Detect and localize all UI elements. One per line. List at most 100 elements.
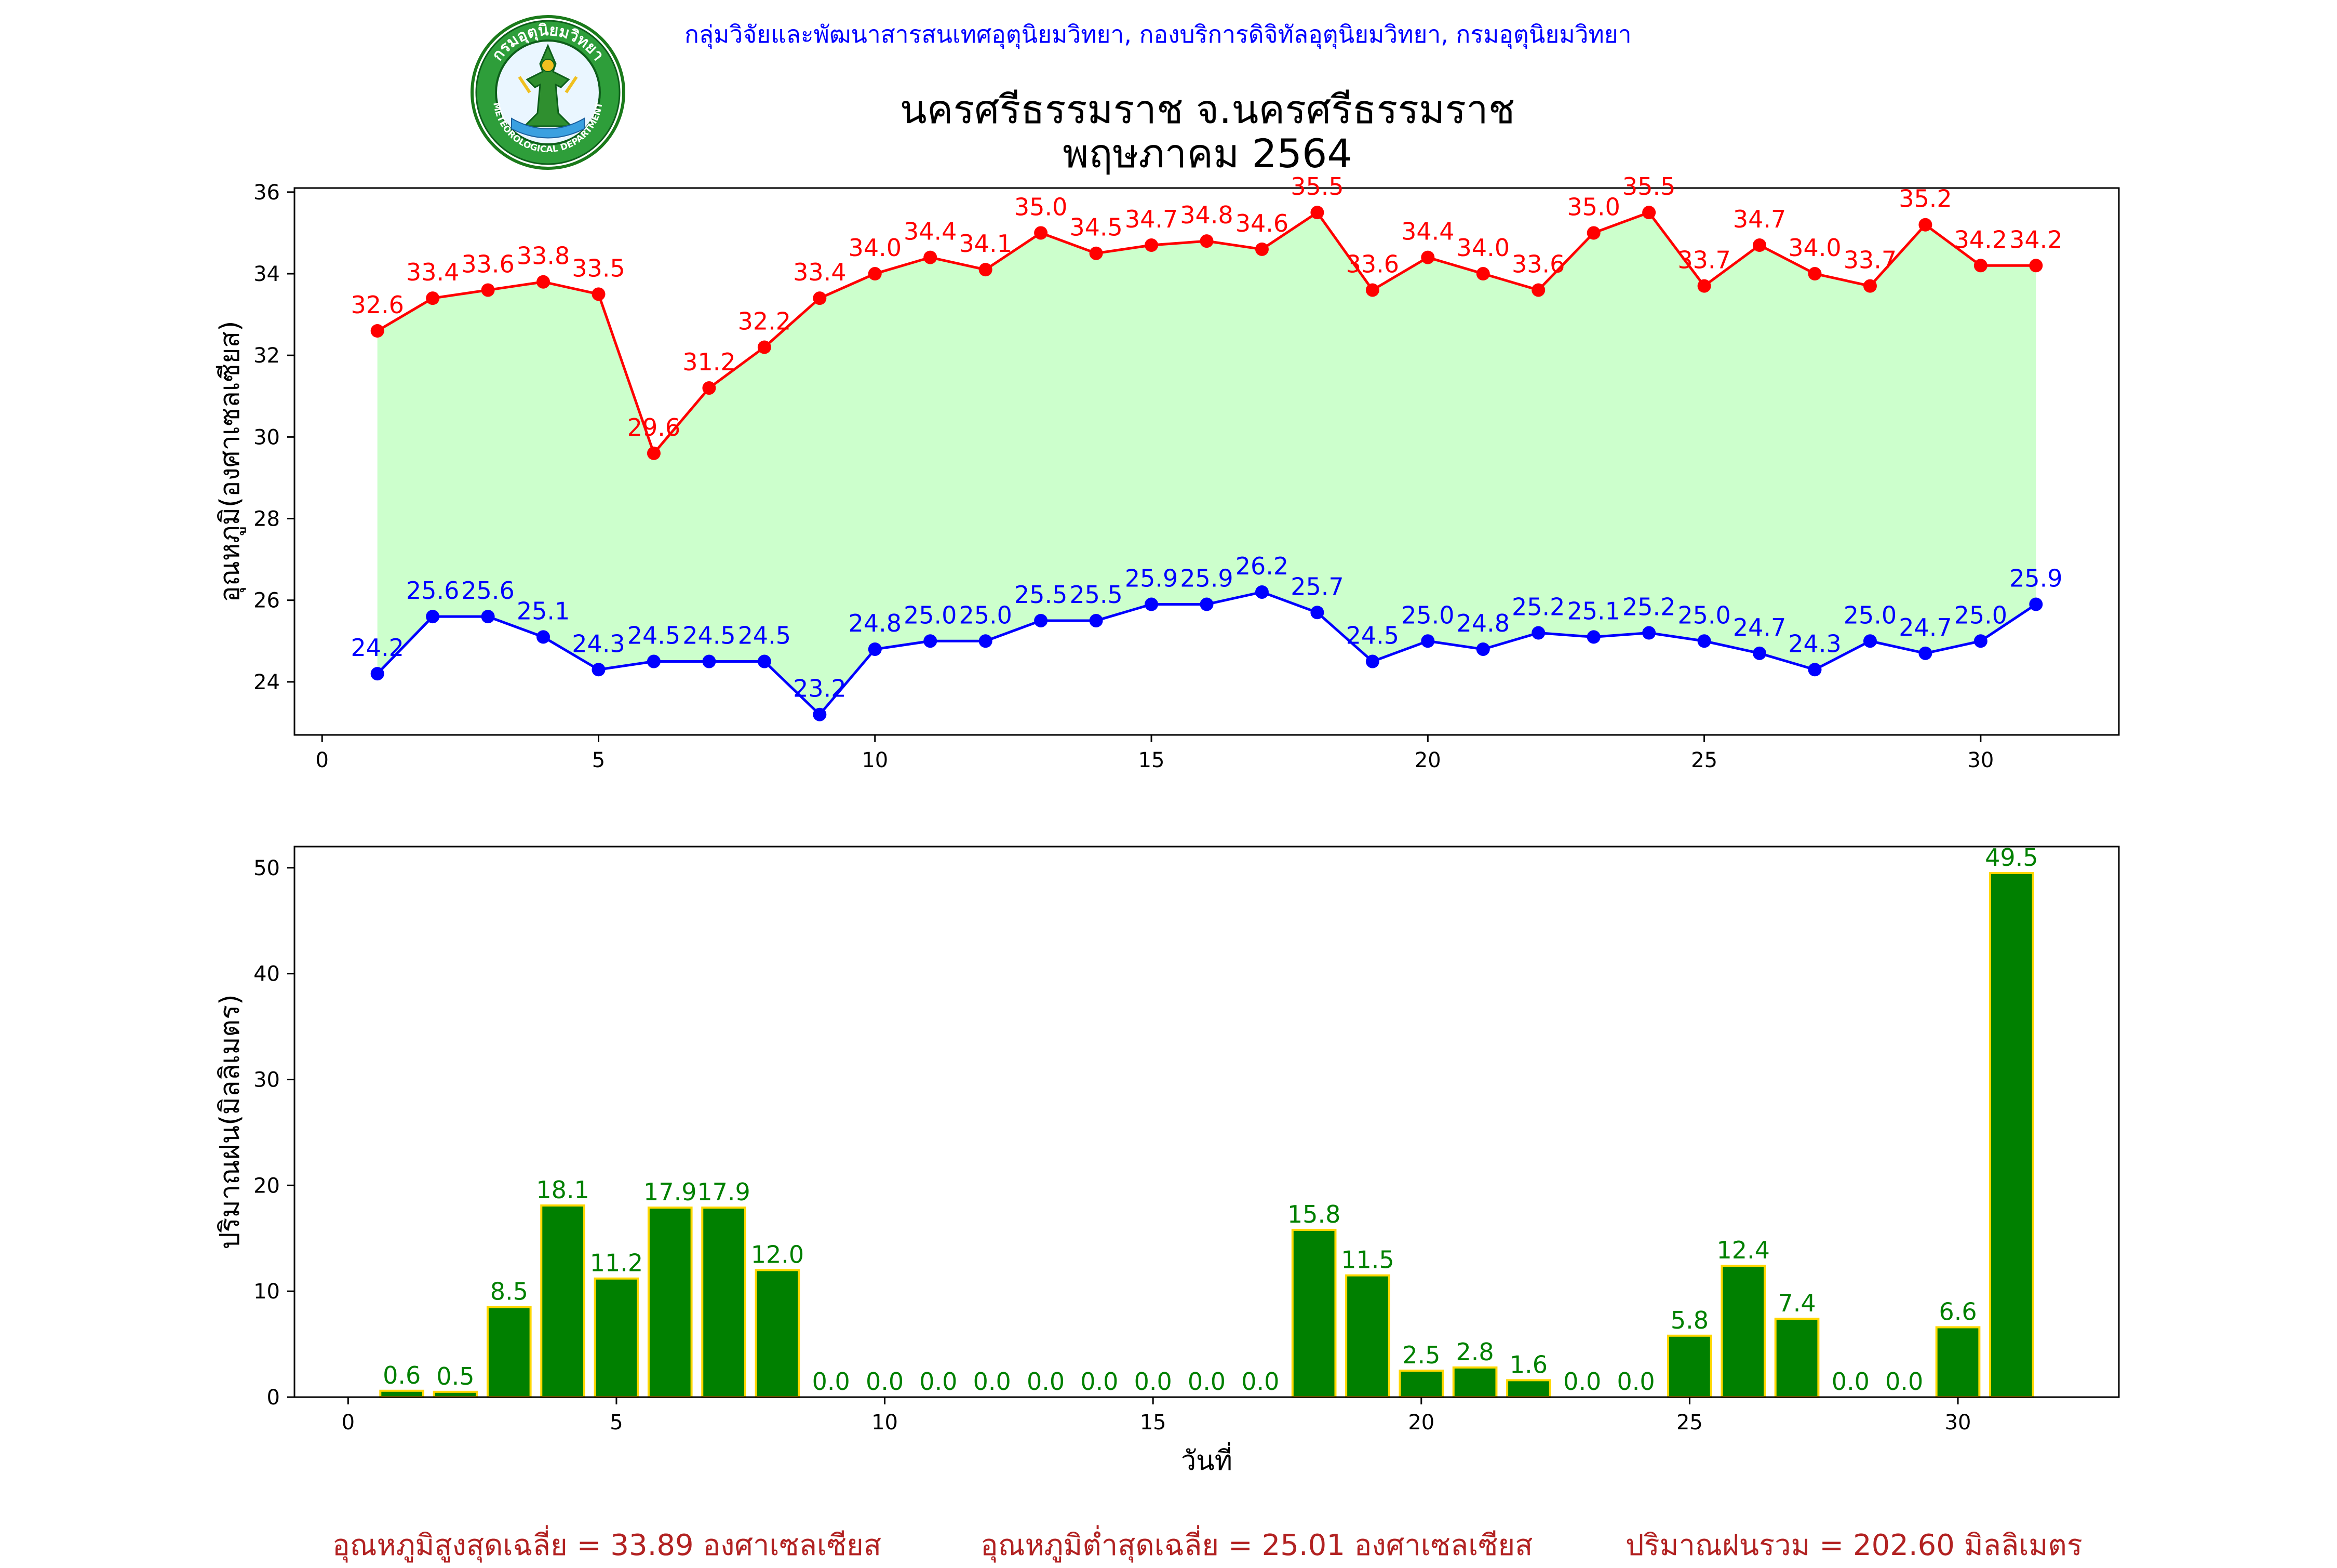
min-temp-point — [1089, 613, 1103, 627]
rain-y-tick-label: 10 — [253, 1280, 280, 1304]
max-temp-data-label: 35.0 — [1567, 193, 1620, 221]
max-temp-point — [1697, 279, 1711, 293]
min-temp-data-label: 24.3 — [572, 629, 625, 658]
min-temp-data-label: 25.5 — [1069, 581, 1122, 609]
rain-data-label: 17.9 — [697, 1178, 750, 1206]
rain-bar — [1506, 1379, 1551, 1399]
min-temp-data-label: 24.2 — [351, 634, 404, 662]
min-temp-data-label: 25.9 — [1125, 565, 1178, 593]
max-temp-data-label: 33.4 — [793, 258, 846, 286]
min-temp-point — [1587, 630, 1601, 644]
rain-data-label: 2.8 — [1456, 1338, 1494, 1366]
min-temp-point — [1034, 613, 1048, 627]
min-temp-data-label: 24.3 — [1788, 629, 1841, 658]
max-temp-data-label: 34.1 — [959, 230, 1012, 258]
rain-data-label: 8.5 — [490, 1278, 528, 1306]
min-temp-point — [1421, 634, 1435, 648]
temp-y-tick-label: 28 — [253, 507, 280, 531]
rain-data-label: 0.0 — [812, 1368, 850, 1396]
rain-bar — [647, 1207, 693, 1398]
rain-data-label: 0.0 — [973, 1368, 1011, 1396]
meteorological-department-seal-icon: กรมอุตุนิยมวิทยา กรมอุตุนิยมวิทยา METEOR… — [471, 15, 625, 170]
min-temp-point — [1365, 654, 1379, 668]
max-temp-data-label: 32.2 — [738, 307, 791, 335]
min-temp-point — [978, 634, 992, 648]
min-temp-point — [1255, 585, 1269, 599]
max-temp-data-label: 34.2 — [2009, 225, 2062, 253]
temp-x-tick-label: 5 — [592, 748, 605, 772]
rain-x-tick-label: 0 — [342, 1411, 355, 1435]
max-temp-data-label: 35.2 — [1899, 185, 1952, 213]
rain-data-label: 2.5 — [1402, 1341, 1440, 1369]
rain-x-tick-label: 30 — [1945, 1411, 1971, 1435]
min-temp-point — [868, 642, 882, 656]
rain-y-tick-label: 0 — [267, 1386, 280, 1410]
max-temp-point — [592, 287, 606, 301]
max-temp-point — [1863, 279, 1877, 293]
max-temp-data-label: 33.7 — [1844, 246, 1897, 274]
temp-plot-frame — [293, 187, 2120, 736]
min-temp-data-label: 25.1 — [517, 597, 570, 625]
rain-data-label: 0.0 — [1832, 1368, 1870, 1396]
min-temp-data-label: 24.5 — [738, 622, 791, 650]
max-temp-data-label: 34.0 — [849, 234, 902, 262]
rain-data-label: 7.4 — [1778, 1289, 1816, 1317]
max-temp-data-label: 33.7 — [1677, 246, 1730, 274]
rain-data-label: 0.0 — [1134, 1368, 1172, 1396]
min-temp-data-label: 25.0 — [1401, 601, 1454, 629]
min-temp-point — [2029, 597, 2043, 611]
temp-y-tick-label: 26 — [253, 589, 280, 613]
max-temp-point — [426, 291, 440, 305]
rain-x-tick-label: 10 — [871, 1411, 898, 1435]
rain-bar — [540, 1204, 585, 1398]
rain-y-tick-label: 20 — [253, 1174, 280, 1198]
max-temp-data-label: 33.6 — [1346, 250, 1399, 278]
min-temp-data-label: 26.2 — [1235, 552, 1288, 580]
max-temp-data-label: 34.8 — [1180, 201, 1233, 229]
max-temp-data-label: 34.7 — [1733, 205, 1786, 233]
min-temp-point — [1973, 634, 1987, 648]
rain-bar — [1989, 872, 2034, 1398]
rain-bar — [1721, 1265, 1766, 1398]
min-temp-data-label: 25.0 — [1954, 601, 2007, 629]
min-temp-data-label: 25.0 — [904, 601, 957, 629]
min-temp-point — [481, 610, 495, 624]
temp-y-tick-label: 36 — [253, 181, 280, 205]
max-temp-point — [481, 283, 495, 297]
min-temp-point — [1863, 634, 1877, 648]
summary-max-avg: อุณหภูมิสูงสุดเฉลี่ย = 33.89 องศาเซลเซีย… — [332, 1529, 882, 1562]
min-temp-point — [592, 663, 606, 677]
max-temp-data-label: 34.2 — [1954, 225, 2007, 253]
min-temp-data-label: 25.0 — [959, 601, 1012, 629]
temp-y-axis-label: อุณหภูมิ(องศาเซลเซียส) — [214, 321, 246, 602]
max-temp-point — [978, 263, 992, 277]
max-temp-point — [647, 446, 661, 460]
max-temp-point — [1753, 238, 1767, 252]
rain-x-axis-label: วันที่ — [1181, 1442, 1232, 1477]
max-temp-data-label: 32.6 — [351, 291, 404, 319]
min-temp-point — [370, 667, 384, 681]
rain-y-tick-label: 40 — [253, 962, 280, 986]
min-temp-point — [536, 630, 550, 644]
min-temp-point — [1310, 606, 1324, 620]
min-temp-point — [1642, 626, 1656, 640]
max-temp-point — [1365, 283, 1379, 297]
temp-x-tick-label: 10 — [862, 748, 888, 772]
max-temp-point — [1808, 267, 1822, 281]
max-temp-data-label: 34.0 — [1457, 234, 1510, 262]
rain-data-label: 0.0 — [1241, 1368, 1279, 1396]
max-temp-data-label: 29.6 — [627, 413, 680, 441]
min-temp-point — [1200, 597, 1214, 611]
max-temp-point — [1642, 206, 1656, 220]
rain-bar — [1667, 1334, 1712, 1399]
rain-x-tick-label: 15 — [1140, 1411, 1166, 1435]
rain-bar — [1345, 1274, 1390, 1398]
min-temp-point — [702, 654, 716, 668]
max-temp-point — [1145, 238, 1159, 252]
temp-x-tick-label: 25 — [1691, 748, 1717, 772]
rain-x-tick-label: 25 — [1676, 1411, 1703, 1435]
temp-x-tick-label: 15 — [1138, 748, 1165, 772]
max-temp-data-label: 33.5 — [572, 254, 625, 282]
min-temp-data-label: 24.7 — [1899, 613, 1952, 641]
max-temp-point — [1918, 218, 1932, 232]
